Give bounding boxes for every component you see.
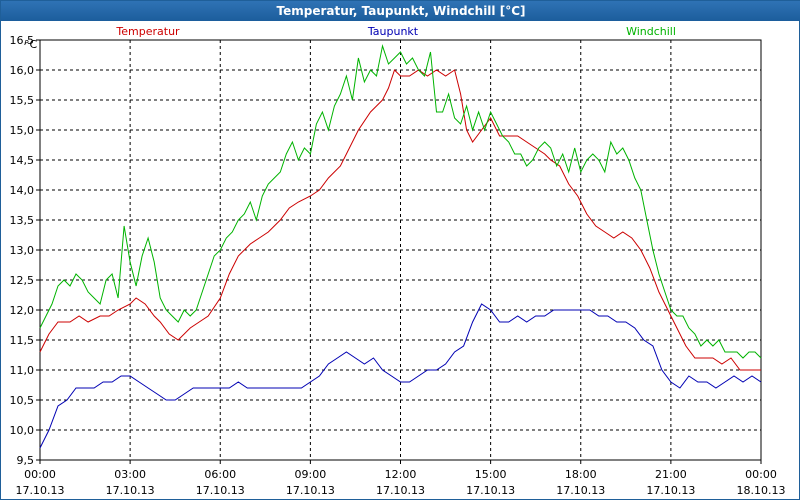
legend: Temperatur Taupunkt Windchill xyxy=(115,25,676,38)
y-tick-label: 11,0 xyxy=(10,364,35,377)
y-tick-label: 13,5 xyxy=(10,214,35,227)
x-tick-date: 17.10.13 xyxy=(376,484,425,497)
x-tick-date: 17.10.13 xyxy=(196,484,245,497)
series-line-temperatur xyxy=(39,69,761,371)
x-tick-time: 03:00 xyxy=(114,468,146,481)
x-tick-date: 17.10.13 xyxy=(646,484,695,497)
x-tick-date: 17.10.13 xyxy=(286,484,335,497)
y-axis-label: °C xyxy=(24,38,38,51)
y-tick-label: 12,5 xyxy=(10,274,35,287)
y-tick-label: 16,5 xyxy=(10,34,35,47)
y-tick-label: 13,0 xyxy=(10,244,35,257)
x-tick-time: 00:00 xyxy=(745,468,777,481)
x-axis-ticks: 00:00 17.10.13 03:00 17.10.13 06:00 17.10.13 0… xyxy=(16,460,786,497)
x-tick-time: 21:00 xyxy=(655,468,687,481)
legend-temperatur: Temperatur xyxy=(115,25,180,38)
y-tick-label: 15,5 xyxy=(10,94,35,107)
y-tick-label: 11,5 xyxy=(10,334,35,347)
grid-lines xyxy=(40,40,761,460)
x-tick-time: 06:00 xyxy=(204,468,236,481)
series-line-taupunkt xyxy=(39,303,762,449)
y-tick-label: 16,0 xyxy=(10,64,35,77)
x-tick-date: 17.10.13 xyxy=(556,484,605,497)
y-tick-label: 9,5 xyxy=(17,454,35,467)
y-tick-label: 15,0 xyxy=(10,124,35,137)
y-tick-label: 10,5 xyxy=(10,394,35,407)
chart-title: Temperatur, Taupunkt, Windchill [°C] xyxy=(1,1,800,21)
x-tick-time: 09:00 xyxy=(295,468,327,481)
y-axis-ticks: 9,5 10,0 10,5 11,0 11,5 12,0 12,5 13,0 13,5 14,0 1… xyxy=(10,34,40,467)
x-tick-time: 00:00 xyxy=(24,468,56,481)
x-tick-date: 17.10.13 xyxy=(16,484,65,497)
y-tick-label: 14,0 xyxy=(10,184,35,197)
x-tick-time: 18:00 xyxy=(565,468,597,481)
x-tick-time: 12:00 xyxy=(385,468,417,481)
y-tick-label: 12,0 xyxy=(10,304,35,317)
x-tick-date: 18.10.13 xyxy=(737,484,786,497)
legend-windchill: Windchill xyxy=(626,25,676,38)
series-line-windchill xyxy=(39,44,762,359)
y-tick-label: 10,0 xyxy=(10,424,35,437)
x-tick-time: 15:00 xyxy=(475,468,507,481)
x-tick-date: 17.10.13 xyxy=(106,484,155,497)
y-tick-label: 14,5 xyxy=(10,154,35,167)
legend-taupunkt: Taupunkt xyxy=(367,25,419,38)
series-lines xyxy=(39,44,762,449)
x-tick-date: 17.10.13 xyxy=(466,484,515,497)
